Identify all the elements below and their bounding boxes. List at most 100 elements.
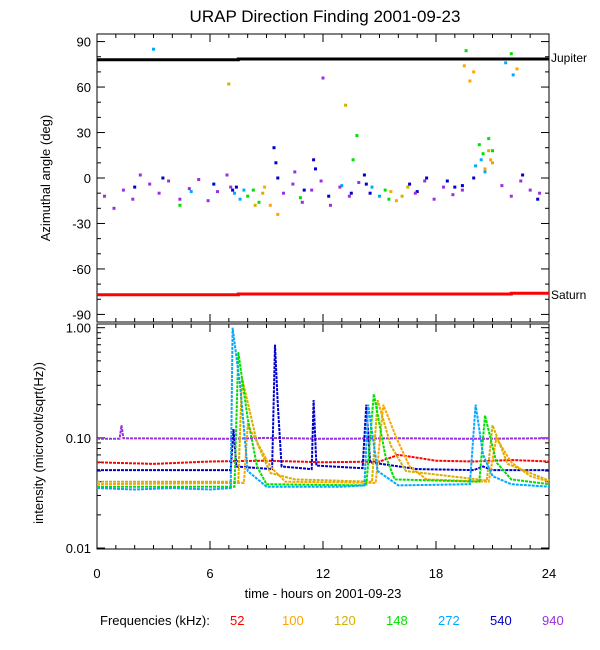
x-tick-label: 24 — [542, 566, 556, 581]
azimuth-point-540 — [312, 158, 316, 162]
azimuth-point-940 — [329, 203, 332, 207]
azimuth-panel: 90 60 30 0 -30 -60 -90 Jupiter Saturn Azimutha… — [38, 33, 587, 323]
azimuth-point-100 — [468, 79, 472, 83]
azimuth-point-940 — [413, 191, 417, 195]
intensity-panel: 1.00 0.10 0.01 0 6 12 18 24 intensity (microvo… — [31, 321, 556, 601]
intensity-y-tick-label: 0.10 — [66, 431, 91, 446]
azimuth-point-148 — [351, 158, 355, 162]
azimuth-point-940 — [509, 194, 513, 198]
azimuth-point-540 — [453, 185, 457, 189]
frequency-legend: Frequencies (kHz): 52 100 120 148 272 540 940 — [100, 613, 564, 628]
legend-title: Frequencies (kHz): — [100, 613, 210, 628]
legend-item-148: 148 — [386, 613, 408, 628]
azimuth-point-100 — [462, 64, 466, 68]
legend-item-272: 272 — [438, 613, 460, 628]
azimuth-point-272 — [474, 164, 478, 168]
azimuth-point-940 — [103, 194, 106, 198]
azimuth-point-148 — [383, 188, 387, 192]
azimuth-point-940 — [338, 185, 342, 189]
azimuth-point-540 — [521, 173, 525, 177]
azimuth-point-940 — [197, 178, 201, 181]
azimuth-point-940 — [167, 179, 171, 183]
azimuth-point-148 — [355, 134, 359, 138]
azimuth-point-148 — [509, 52, 513, 56]
azimuth-point-148 — [491, 149, 494, 153]
azimuth-y-axis-label: Azimuthal angle (deg) — [38, 115, 53, 241]
azimuth-point-940 — [319, 179, 323, 183]
intensity-y-ticks: 1.00 0.10 0.01 — [66, 321, 549, 556]
azimuth-point-540 — [368, 191, 372, 195]
azimuth-point-272 — [152, 47, 155, 51]
saturn-label: Saturn — [551, 288, 586, 302]
azimuth-point-148 — [387, 197, 391, 201]
azimuth-point-540 — [302, 188, 306, 192]
azimuth-point-540 — [314, 167, 317, 171]
intensity-y-tick-label: 1.00 — [66, 321, 91, 336]
azimuth-point-272 — [479, 158, 483, 162]
azimuth-point-540 — [327, 194, 331, 198]
azimuth-point-100 — [276, 212, 280, 216]
azimuth-point-272 — [504, 61, 508, 65]
azimuth-point-940 — [442, 185, 445, 189]
azimuth-point-272 — [511, 73, 515, 77]
azimuth-point-540 — [274, 161, 278, 165]
planet-reference-lines — [97, 57, 549, 297]
azimuth-point-100 — [472, 70, 476, 74]
intensity-line-940 — [97, 425, 550, 440]
azimuth-point-272 — [340, 184, 344, 188]
intensity-y-axis-label: intensity (microvolt/sqrt(Hz)) — [31, 362, 46, 524]
azimuth-point-940 — [148, 182, 152, 186]
x-tick-label: 6 — [206, 566, 213, 581]
azimuth-point-272 — [483, 170, 487, 174]
x-tick-label: 0 — [93, 566, 100, 581]
azimuth-point-940 — [187, 187, 191, 191]
azimuth-point-148 — [464, 49, 468, 53]
x-tick-label: 12 — [316, 566, 330, 581]
intensity-line-148 — [97, 351, 550, 488]
azimuth-y-tick-label: 30 — [77, 126, 91, 141]
azimuth-point-120 — [253, 203, 257, 207]
legend-items: 52 100 120 148 272 540 940 — [230, 613, 564, 628]
intensity-line-120 — [97, 377, 550, 483]
azimuth-point-540 — [212, 182, 216, 186]
azimuth-point-540 — [133, 185, 137, 189]
azimuth-point-540 — [272, 146, 276, 150]
legend-item-940: 940 — [542, 613, 564, 628]
azimuth-point-540 — [425, 176, 429, 180]
azimuth-point-940 — [310, 188, 314, 192]
intensity-line-272 — [96, 327, 550, 491]
azimuth-y-tick-label: -30 — [72, 216, 91, 231]
azimuth-point-100 — [394, 199, 398, 203]
azimuth-point-540 — [445, 179, 449, 183]
azimuth-y-tick-label: -90 — [72, 307, 91, 322]
azimuth-point-940 — [112, 206, 116, 210]
azimuth-y-tick-label: 60 — [77, 80, 91, 95]
azimuth-point-940 — [500, 184, 504, 188]
azimuth-point-940 — [293, 170, 297, 174]
azimuth-point-540 — [364, 182, 368, 186]
chart-title: URAP Direction Finding 2001-09-23 — [190, 7, 461, 26]
azimuth-point-120 — [491, 161, 494, 165]
azimuth-y-tick-label: -60 — [72, 262, 91, 277]
azimuth-point-940 — [460, 188, 464, 192]
azimuth-point-148 — [246, 194, 250, 198]
azimuth-point-272 — [189, 190, 193, 194]
azimuth-point-940 — [216, 190, 219, 194]
azimuth-y-tick-label: 0 — [84, 171, 91, 186]
azimuth-point-272 — [238, 197, 242, 201]
azimuth-point-100 — [515, 67, 519, 71]
azimuth-point-540 — [349, 191, 353, 195]
intensity-line-540 — [97, 344, 549, 472]
azimuth-point-272 — [233, 191, 236, 195]
azimuth-point-540 — [161, 176, 165, 180]
azimuth-point-120 — [400, 194, 404, 198]
azimuth-point-148 — [487, 137, 491, 141]
azimuth-point-120 — [344, 103, 348, 107]
azimuth-point-100 — [489, 158, 493, 162]
azimuth-point-540 — [362, 173, 366, 177]
azimuth-point-940 — [225, 173, 229, 177]
azimuth-point-272 — [370, 185, 374, 189]
azimuth-point-940 — [131, 197, 135, 201]
azimuth-point-148 — [477, 143, 481, 147]
